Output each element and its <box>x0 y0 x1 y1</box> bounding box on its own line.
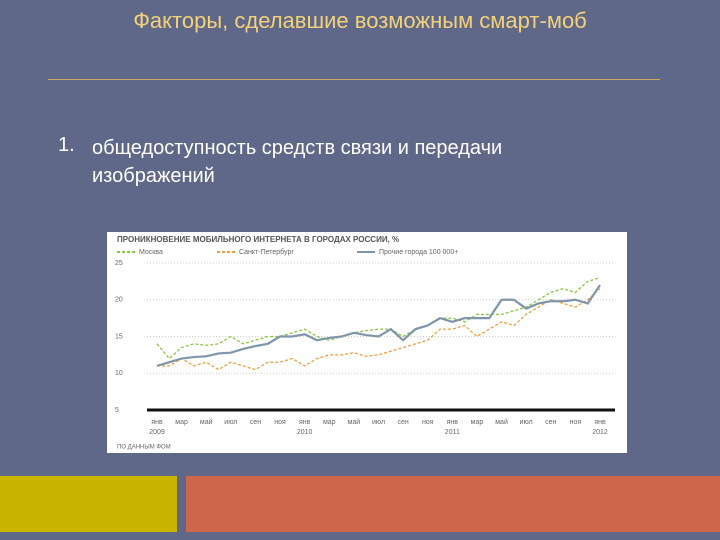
series-line <box>157 288 601 371</box>
x-year-label: 2009 <box>149 429 165 436</box>
accent-bar <box>186 476 720 532</box>
x-year-label: 2012 <box>592 429 608 436</box>
x-tick-label: сен <box>397 419 408 426</box>
bullet-number: 1. <box>58 134 75 156</box>
x-tick-label: июл <box>372 419 385 426</box>
legend-label: Прочие города 100 000+ <box>379 249 458 256</box>
x-tick-label: май <box>200 418 213 426</box>
x-tick-label: май <box>495 418 508 426</box>
x-tick-label: ноя <box>570 419 582 426</box>
x-tick-label: янв <box>151 419 163 426</box>
x-tick-label: янв <box>299 419 311 426</box>
chart-source: ПО ДАННЫМ ФОМ <box>117 445 171 451</box>
y-tick-label: 25 <box>115 260 123 267</box>
slide-title: Факторы, сделавшие возможным смарт-моб <box>133 8 587 33</box>
x-tick-label: мар <box>323 419 336 426</box>
x-tick-label: июл <box>520 419 533 426</box>
series-line <box>156 284 601 367</box>
x-tick-label: янв <box>594 419 606 426</box>
series-line <box>156 277 601 360</box>
accent-bar <box>0 476 177 532</box>
legend-label: Москва <box>139 249 163 256</box>
x-tick-label: ноя <box>422 419 434 426</box>
y-tick-label: 15 <box>115 333 123 340</box>
x-tick-label: июл <box>224 419 237 426</box>
x-tick-label: янв <box>447 419 459 426</box>
legend-label: Санкт-Петербург <box>239 248 294 256</box>
x-year-label: 2010 <box>297 429 313 436</box>
chart-title: ПРОНИКНОВЕНИЕ МОБИЛЬНОГО ИНТЕРНЕТА В ГОР… <box>117 235 399 244</box>
x-tick-label: мар <box>175 419 188 426</box>
x-tick-label: сен <box>545 419 556 426</box>
x-tick-label: сен <box>250 419 261 426</box>
chart: ПРОНИКНОВЕНИЕ МОБИЛЬНОГО ИНТЕРНЕТА В ГОР… <box>107 232 627 453</box>
x-tick-label: ноя <box>274 419 286 426</box>
bullet-text: общедоступность средств связи и передачи… <box>92 137 503 187</box>
y-tick-label: 5 <box>115 407 119 414</box>
chart-bg <box>107 232 627 453</box>
y-tick-label: 10 <box>115 370 123 377</box>
x-year-label: 2011 <box>445 429 460 436</box>
x-tick-label: май <box>348 418 361 426</box>
x-tick-label: мар <box>471 419 484 426</box>
y-tick-label: 20 <box>115 297 123 304</box>
title-rule <box>48 79 660 80</box>
